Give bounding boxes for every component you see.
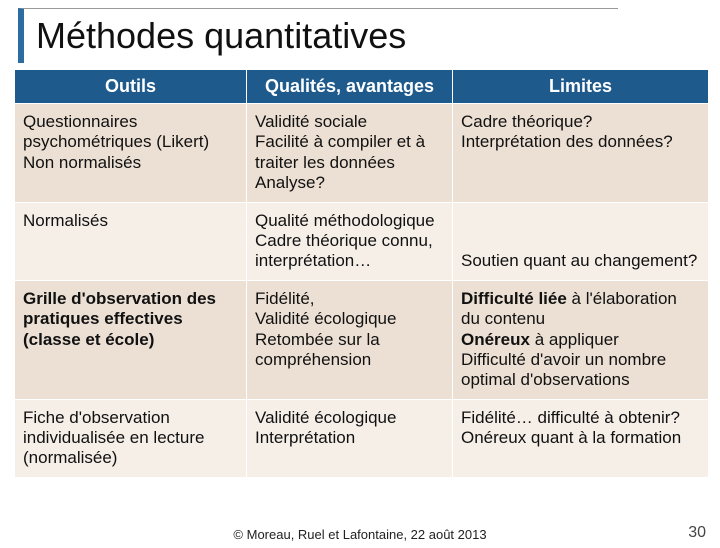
cell-limites: Soutien quant au changement? [453,202,709,280]
slide-title: Méthodes quantitatives [36,15,618,57]
cell-limites: Fidélité… difficulté à obtenir?Onéreux q… [453,399,709,477]
cell-qualites: Fidélité,Validité écologiqueRetombée sur… [247,280,453,399]
table-row: Normalisés Qualité méthodologique Cadre … [15,202,709,280]
col-header-limites: Limites [453,70,709,104]
methods-table: Outils Qualités, avantages Limites Quest… [14,69,709,478]
cell-outils: Grille d'observation des pratiques effec… [15,280,247,399]
page-number: 30 [688,524,706,542]
title-accent: Méthodes quantitatives [18,8,618,63]
col-header-outils: Outils [15,70,247,104]
cell-outils: Normalisés [15,202,247,280]
cell-limites: Cadre théorique?Interprétation des donné… [453,104,709,203]
col-header-qualites: Qualités, avantages [247,70,453,104]
limites-part: Onéreux [461,330,530,349]
limites-part: Difficulté liée [461,289,567,308]
cell-outils: Questionnaires psychométriques (Likert) … [15,104,247,203]
cell-qualites: Validité écologique Interprétation [247,399,453,477]
cell-qualites: Qualité méthodologique Cadre théorique c… [247,202,453,280]
table-header-row: Outils Qualités, avantages Limites [15,70,709,104]
table-row: Grille d'observation des pratiques effec… [15,280,709,399]
cell-qualites: Validité socialeFacilité à compiler et à… [247,104,453,203]
cell-limites: Difficulté liée à l'élaboration du conte… [453,280,709,399]
table-row: Questionnaires psychométriques (Likert) … [15,104,709,203]
table-row: Fiche d'observation individualisée en le… [15,399,709,477]
cell-outils: Fiche d'observation individualisée en le… [15,399,247,477]
